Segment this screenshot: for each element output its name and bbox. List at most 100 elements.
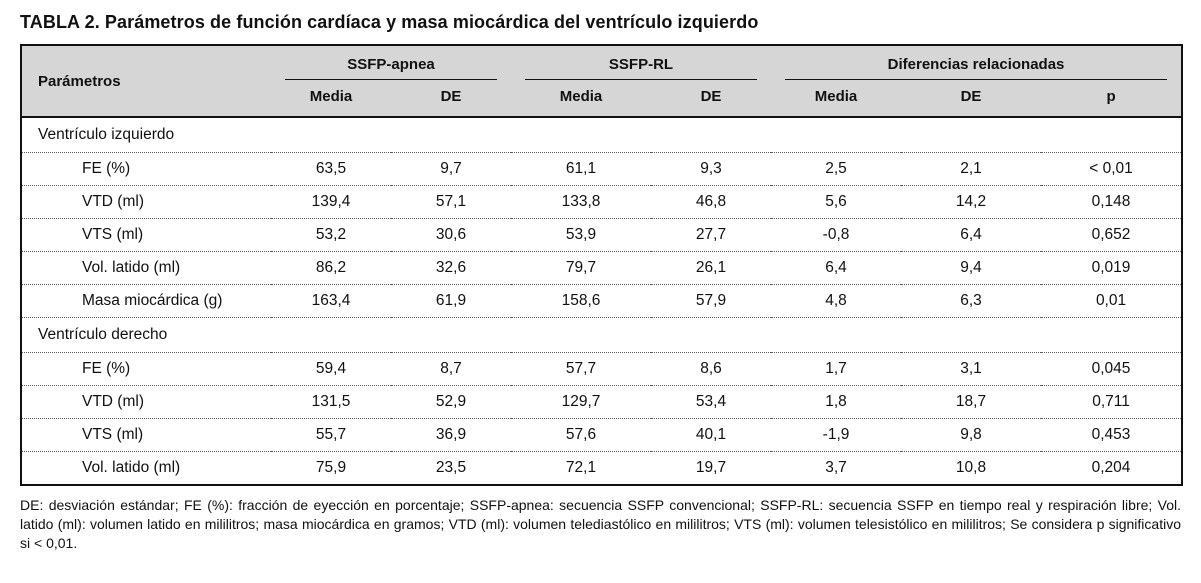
value-cell: 63,5 (315, 160, 347, 177)
column-group-ssfp-apnea: SSFP-apnea (271, 45, 511, 80)
value-cell: 0,652 (1091, 226, 1131, 243)
value-cell: 0,453 (1091, 426, 1131, 443)
column-group-ssfp-rl: SSFP-RL (511, 45, 772, 80)
value-cell: 0,01 (1095, 292, 1127, 309)
section-row: Ventrículo derecho (21, 317, 1183, 353)
parameters-table: Parámetros SSFP-apnea SSFP-RL Diferencia… (20, 44, 1184, 486)
group-underline (785, 79, 1168, 80)
param-cell: VTS (ml) (82, 226, 144, 243)
param-cell: VTD (ml) (82, 193, 144, 210)
column-group-label: Diferencias relacionadas (887, 56, 1065, 73)
value-cell: 163,4 (311, 292, 351, 309)
value-cell: 0,045 (1091, 360, 1131, 377)
value-cell: 59,4 (315, 360, 347, 377)
param-cell: Vol. latido (ml) (82, 459, 181, 476)
value-cell: 57,1 (435, 193, 467, 210)
value-cell: 26,1 (695, 259, 727, 276)
value-cell: 52,9 (435, 393, 467, 410)
param-cell: Vol. latido (ml) (82, 259, 181, 276)
value-cell: 9,7 (440, 160, 462, 177)
subcolumn-header-p: p (1041, 80, 1183, 117)
value-cell: 2,1 (960, 160, 982, 177)
value-cell: 139,4 (311, 193, 351, 210)
section-row: Ventrículo izquierdo (21, 117, 1182, 153)
value-cell: 8,6 (700, 360, 722, 377)
value-cell: 57,9 (695, 292, 727, 309)
value-cell: 27,7 (695, 226, 727, 243)
value-cell: 10,8 (955, 459, 987, 476)
value-cell: 6,4 (960, 226, 982, 243)
param-cell: FE (%) (82, 360, 131, 377)
value-cell: 0,148 (1091, 193, 1131, 210)
group-underline (285, 79, 497, 80)
value-cell: 1,7 (825, 360, 847, 377)
value-cell: 9,3 (700, 160, 722, 177)
table-row: FE (%) 63,5 9,7 61,1 9,3 2,5 2,1 < 0,01 (21, 152, 1183, 186)
param-cell: VTS (ml) (82, 426, 144, 443)
value-cell: 57,7 (565, 360, 597, 377)
table-row: VTD (ml) 131,5 52,9 129,7 53,4 1,8 18,7 0,711 (21, 385, 1183, 419)
table-body: Ventrículo izquierdo FE (%) 63,5 9,7 61,1 9,3… (21, 117, 1183, 486)
value-cell: 61,9 (435, 292, 467, 309)
subcolumn-header-de: DE (901, 80, 1042, 117)
column-group-diferencias: Diferencias relacionadas (771, 45, 1183, 80)
value-cell: 2,5 (825, 160, 847, 177)
section-label: Ventrículo izquierdo (38, 126, 175, 143)
value-cell: 3,7 (825, 459, 847, 476)
value-cell: 40,1 (695, 426, 727, 443)
value-cell: 23,5 (435, 459, 467, 476)
param-cell: FE (%) (82, 160, 131, 177)
param-cell: VTD (ml) (82, 393, 144, 410)
value-cell: 8,7 (440, 360, 462, 377)
value-cell: 53,9 (565, 226, 597, 243)
table-header: Parámetros SSFP-apnea SSFP-RL Diferencia… (21, 45, 1183, 117)
value-cell: -0,8 (822, 226, 850, 243)
table-row: Vol. latido (ml) 86,2 32,6 79,7 26,1 6,4 9,4 0,… (21, 251, 1183, 285)
value-cell: 86,2 (315, 259, 347, 276)
table-row: FE (%) 59,4 8,7 57,7 8,6 1,7 3,1 0,045 (21, 352, 1183, 386)
param-column-header: Parámetros (21, 45, 271, 117)
value-cell: 6,4 (825, 259, 847, 276)
value-cell: 131,5 (311, 393, 351, 410)
table-row: Masa miocárdica (g) 163,4 61,9 158,6 57,9 4,8… (21, 284, 1183, 318)
value-cell: 5,6 (825, 193, 847, 210)
group-underline (525, 79, 758, 80)
table-row: Vol. latido (ml) 75,9 23,5 72,1 19,7 3,7 10,8 0… (21, 451, 1183, 486)
page: TABLA 2. Parámetros de función cardíaca … (20, 12, 1184, 551)
column-group-label: SSFP-apnea (347, 56, 435, 73)
subcolumn-header-media: Media (511, 80, 651, 117)
value-cell: 0,019 (1091, 259, 1131, 276)
value-cell: 9,4 (960, 259, 982, 276)
column-group-label: SSFP-RL (608, 56, 674, 73)
value-cell: -1,9 (822, 426, 850, 443)
value-cell: 36,9 (435, 426, 467, 443)
value-cell: 30,6 (435, 226, 467, 243)
section-label: Ventrículo derecho (38, 326, 168, 343)
param-cell: Masa miocárdica (g) (82, 292, 223, 309)
value-cell: 79,7 (565, 259, 597, 276)
value-cell: 4,8 (825, 292, 847, 309)
value-cell: 72,1 (565, 459, 597, 476)
value-cell: 19,7 (695, 459, 727, 476)
value-cell: 61,1 (565, 160, 597, 177)
value-cell: 6,3 (960, 292, 982, 309)
value-cell: 0,711 (1092, 393, 1130, 410)
value-cell: 18,7 (955, 393, 987, 410)
group-header-row: Parámetros SSFP-apnea SSFP-RL Diferencia… (21, 45, 1183, 117)
subcolumn-header-media: Media (771, 80, 902, 117)
value-cell: 9,8 (960, 426, 982, 443)
value-cell: 32,6 (435, 259, 467, 276)
value-cell: 46,8 (695, 193, 727, 210)
value-cell: 53,4 (695, 393, 727, 410)
value-cell: 1,8 (825, 393, 847, 410)
subcolumn-header-media: Media (271, 80, 391, 117)
value-cell: < 0,01 (1089, 160, 1133, 177)
page-title: TABLA 2. Parámetros de función cardíaca … (20, 12, 759, 32)
value-cell: 14,2 (955, 193, 987, 210)
value-cell: 129,7 (561, 393, 601, 410)
value-cell: 57,6 (565, 426, 597, 443)
value-cell: 133,8 (561, 193, 601, 210)
value-cell: 75,9 (315, 459, 347, 476)
value-cell: 3,1 (960, 360, 982, 377)
value-cell: 53,2 (315, 226, 347, 243)
